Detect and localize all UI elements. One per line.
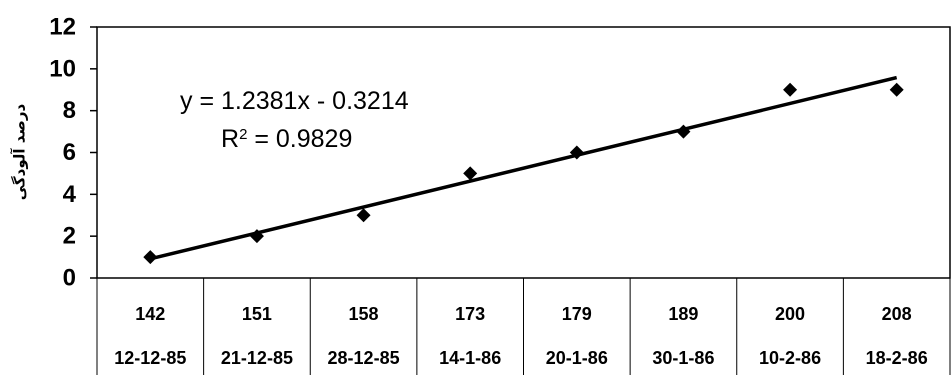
category-label: 208 [882, 304, 912, 324]
y-tick-label: 10 [49, 55, 76, 82]
category-date-label: 28-12-85 [328, 348, 400, 368]
category-date-label: 21-12-85 [221, 348, 293, 368]
trendline-equation: y = 1.2381x - 0.3214 [180, 87, 409, 115]
data-point-marker [676, 124, 691, 139]
category-date-label: 30-1-86 [652, 348, 714, 368]
category-date-label: 14-1-86 [439, 348, 501, 368]
y-tick-label: 6 [63, 139, 76, 166]
data-point-marker [889, 82, 904, 97]
data-point-marker [569, 145, 584, 160]
r-squared-value: = 0.9829 [247, 125, 352, 153]
category-label: 179 [562, 304, 592, 324]
y-axis-label: درصد آلودگی [11, 103, 29, 200]
category-label: 200 [775, 304, 805, 324]
category-table: 142 12-12-85 151 21-12-85 158 28-12-85 173 14-1… [96, 278, 951, 375]
data-point-marker [463, 166, 478, 181]
y-axis-ticks: 0 2 4 6 8 10 12 [49, 14, 97, 292]
data-point-marker [143, 250, 158, 265]
category-label: 189 [668, 304, 698, 324]
category-date-label: 10-2-86 [759, 348, 821, 368]
category-date-label: 12-12-85 [114, 348, 186, 368]
y-tick-label: 0 [63, 265, 76, 292]
data-points [143, 82, 904, 265]
data-point-marker [249, 229, 264, 244]
r-squared-label: R2 = 0.9829 [221, 125, 352, 153]
trendline [149, 75, 898, 261]
data-point-marker [356, 208, 371, 223]
y-tick-label: 2 [63, 223, 76, 250]
trendline-group [149, 75, 898, 261]
category-label: 173 [455, 304, 485, 324]
category-label: 158 [349, 304, 379, 324]
y-tick-label: 12 [49, 14, 76, 41]
category-date-label: 20-1-86 [546, 348, 608, 368]
data-point-marker [783, 82, 798, 97]
category-label: 142 [135, 304, 165, 324]
category-label: 151 [242, 304, 272, 324]
y-tick-label: 8 [63, 97, 76, 124]
r-squared-prefix: R [221, 125, 239, 153]
category-date-label: 18-2-86 [866, 348, 928, 368]
y-tick-label: 4 [63, 181, 77, 208]
r-squared-exponent: 2 [239, 126, 247, 143]
